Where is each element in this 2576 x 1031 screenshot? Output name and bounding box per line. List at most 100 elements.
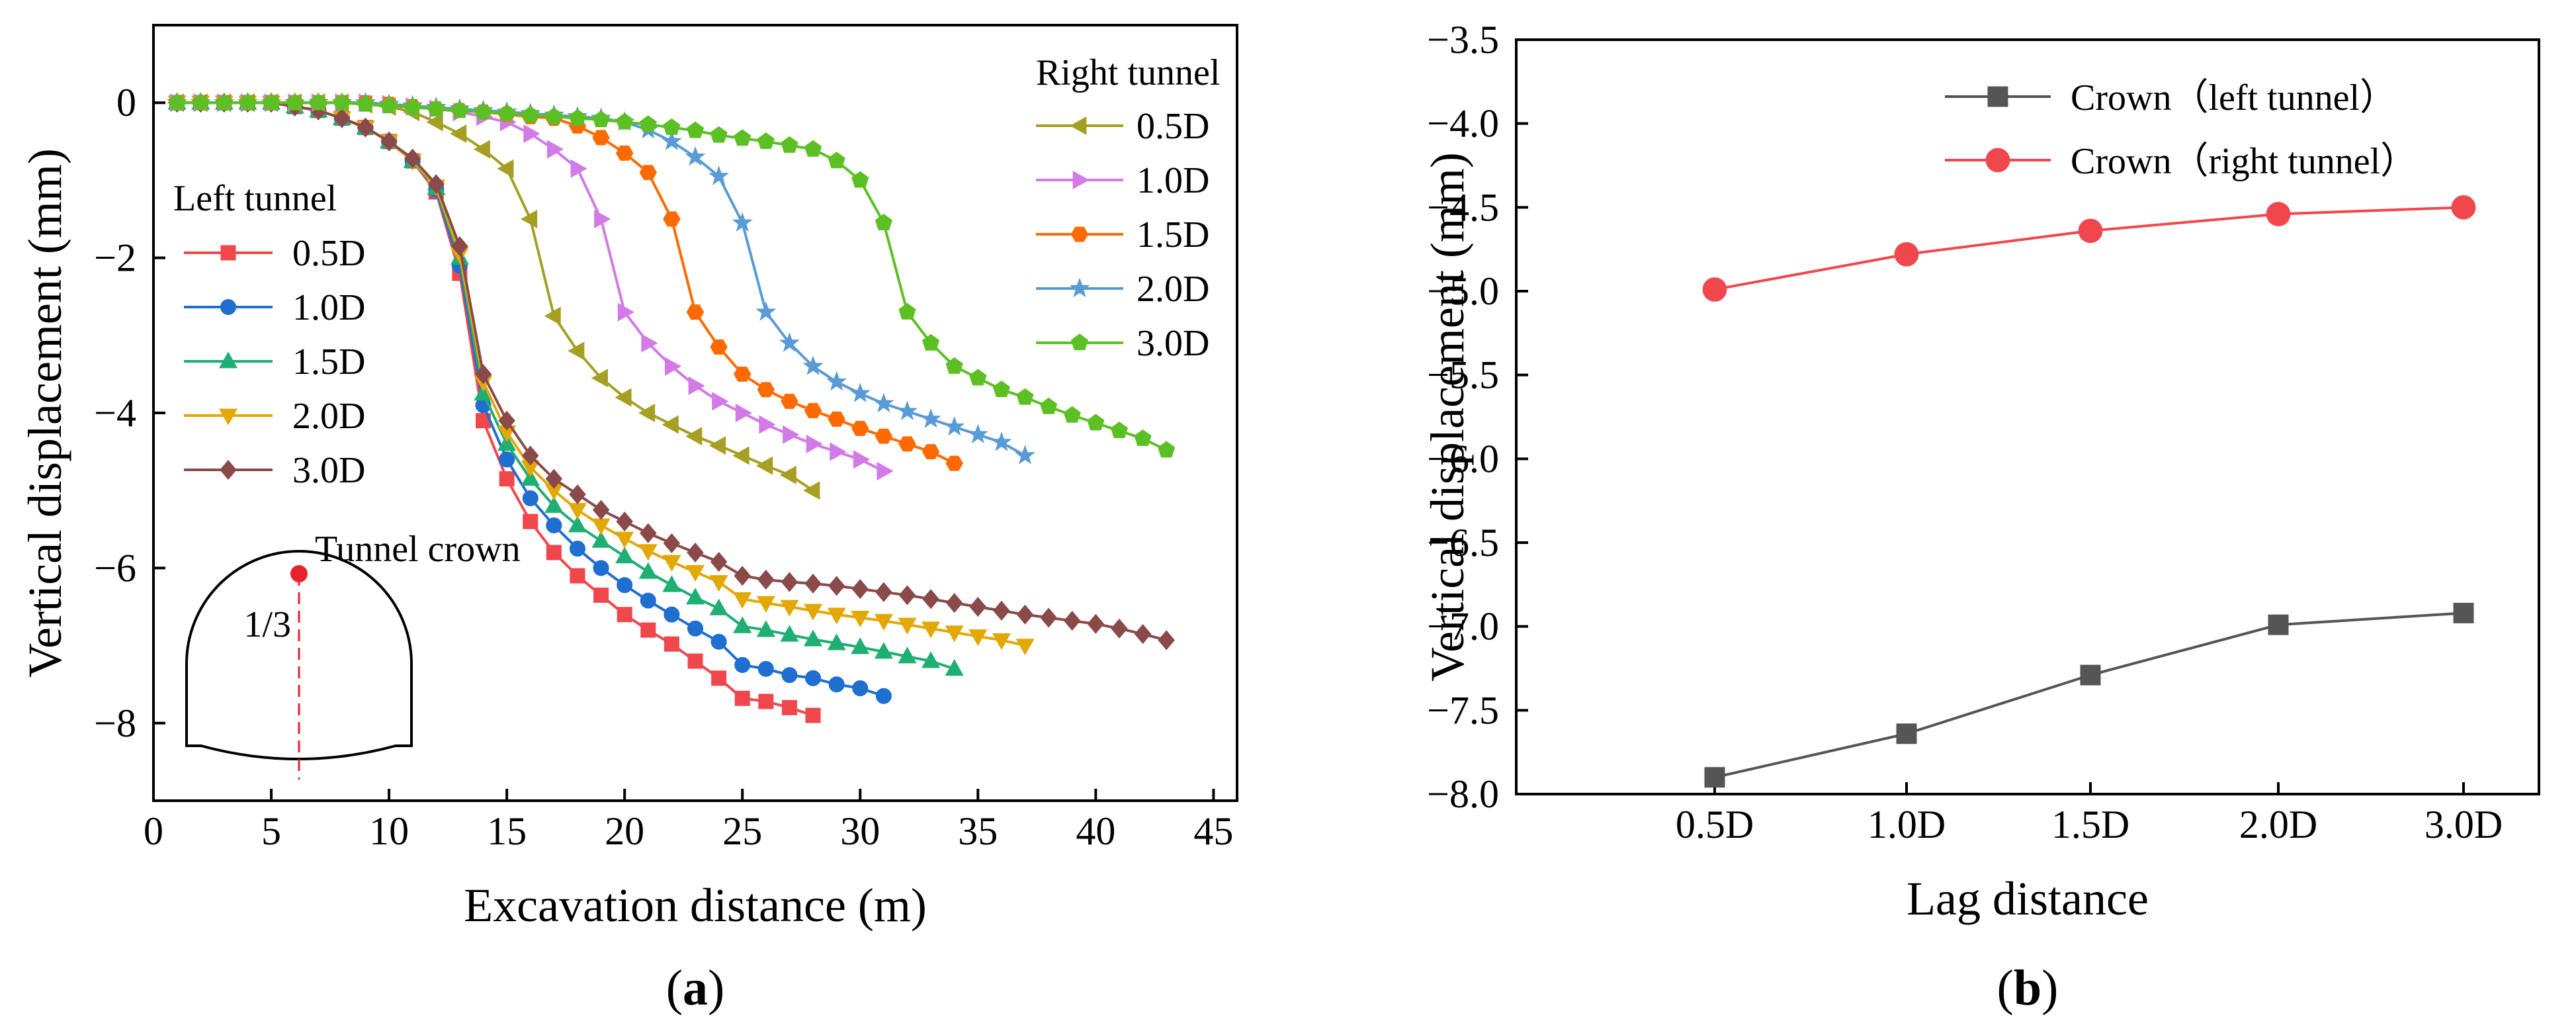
a-data-point [615, 547, 634, 564]
a-y-tick-label: −6 [94, 546, 136, 590]
a-data-point [851, 578, 869, 600]
a-data-point [568, 341, 585, 361]
a-data-point [568, 109, 587, 126]
a-data-point [451, 101, 469, 118]
a-y-tick-label: −4 [94, 391, 136, 435]
panel-a-ticks: 0 5 10 15 20 25 30 35 40 45 0 −2 −4 −6 −8 [94, 81, 1233, 853]
a-data-point [708, 436, 726, 455]
a-data-point [780, 625, 799, 642]
a-data-point [497, 104, 516, 121]
a-data-point [662, 555, 681, 572]
a-data-point [215, 93, 233, 111]
a-data-point [474, 103, 492, 120]
a-data-point [404, 98, 421, 115]
tunnel-ratio-label: 1/3 [243, 604, 291, 645]
a-data-point [523, 514, 538, 529]
a-data-point [451, 236, 468, 257]
a-data-point [806, 434, 823, 453]
a-data-point [545, 469, 563, 489]
a-y-tick-label: 0 [116, 81, 136, 124]
b-data-point [2453, 602, 2474, 623]
a-y-tick-label: −8 [94, 701, 136, 745]
a-data-point [473, 140, 490, 159]
a-data-point [873, 392, 894, 413]
a-data-point [520, 209, 538, 229]
a-data-point [830, 442, 847, 461]
a-data-point [732, 212, 753, 232]
a-data-point [757, 132, 775, 149]
a-data-point [639, 115, 657, 132]
a-data-point [992, 381, 1011, 398]
a-data-point [874, 642, 893, 659]
a-series-right-1.5D [168, 95, 963, 471]
a-data-point [1063, 611, 1081, 631]
a-legend-marker [1072, 170, 1090, 190]
a-x-tick-label: 40 [1076, 809, 1115, 853]
a-data-point [686, 304, 705, 320]
a-x-tick-label: 20 [605, 809, 644, 853]
a-data-point [333, 93, 351, 111]
a-data-point [661, 130, 682, 151]
a-data-point [616, 112, 634, 130]
a-data-point [804, 573, 822, 594]
tunnel-cross-section: Tunnel crown 1/3 [185, 529, 521, 780]
panel-b-label: (b) [1997, 960, 2059, 1016]
a-data-point [851, 611, 870, 628]
a-data-point [732, 446, 750, 465]
a-data-point [570, 159, 587, 178]
a-data-point [569, 484, 586, 505]
a-data-point [357, 95, 374, 112]
a-series-line [177, 101, 884, 472]
a-data-point [993, 600, 1010, 621]
a-data-point [546, 517, 562, 533]
a-data-point [827, 633, 846, 650]
a-data-point [898, 585, 916, 605]
a-data-point [1134, 623, 1152, 645]
b-x-tick-label: 2.0D [2239, 803, 2317, 846]
b-legend-entry: Crown（right tunnel） [2071, 141, 2417, 182]
a-data-point [875, 582, 892, 602]
a-legend-title: Right tunnel [1036, 52, 1220, 93]
a-data-point [781, 393, 798, 409]
b-y-tick-label: −6.5 [1427, 521, 1499, 564]
a-data-point [992, 633, 1011, 650]
a-data-point [922, 444, 940, 460]
a-data-point [593, 560, 609, 576]
a-data-point [734, 566, 751, 586]
panel-b-chart: 0.5D 1.0D 1.5D 2.0D 3.0D −3.5 −4.0 −4.5 −5.0 −5.5… [1421, 18, 2540, 1016]
a-data-point [688, 376, 705, 396]
a-data-point [803, 604, 823, 621]
a-data-point [544, 496, 564, 514]
a-data-point [733, 592, 752, 609]
a-data-point [593, 587, 609, 603]
b-y-tick-label: −4.0 [1427, 102, 1499, 146]
a-data-point [710, 551, 728, 572]
a-legend-entry: 1.5D [1137, 214, 1209, 255]
a-data-point [898, 617, 917, 635]
a-data-point [687, 542, 704, 563]
a-data-point [757, 382, 775, 398]
a-data-point [875, 428, 893, 444]
a-data-point [828, 152, 845, 169]
a-x-tick-label: 0 [144, 809, 163, 853]
a-data-point [945, 593, 963, 613]
panel-b-plot-frame [1515, 38, 2540, 795]
panel-a-chart: 0 5 10 15 20 25 30 35 40 45 0 −2 −4 −6 −8 Tunnel crown… [19, 24, 1238, 1016]
a-data-point [685, 146, 706, 166]
a-legend-marker [1070, 334, 1089, 351]
a-legend-marker [1070, 116, 1087, 136]
a-data-point [804, 403, 822, 418]
a-data-point [757, 569, 775, 590]
a-data-point [570, 568, 585, 584]
a-series-right-3.0D [168, 93, 1176, 458]
a-data-point [851, 637, 870, 654]
a-data-point [640, 523, 657, 543]
a-data-point [546, 545, 562, 560]
a-data-point [803, 629, 823, 647]
a-data-point [711, 670, 727, 686]
b-x-tick-label: 1.0D [1868, 803, 1946, 846]
a-data-point [875, 688, 892, 704]
b-legend-marker [1987, 86, 2008, 107]
a-data-point [545, 107, 563, 124]
a-data-point [709, 598, 728, 615]
